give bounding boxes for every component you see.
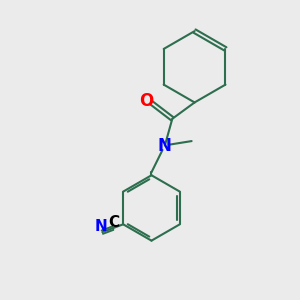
Text: N: N xyxy=(94,219,107,234)
Text: O: O xyxy=(139,92,154,110)
Text: C: C xyxy=(109,215,120,230)
Text: N: N xyxy=(158,136,172,154)
